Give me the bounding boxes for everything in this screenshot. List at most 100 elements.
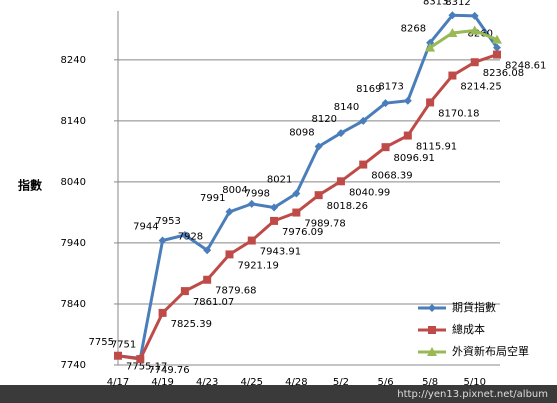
point	[270, 216, 279, 225]
data-label: 7944	[133, 221, 158, 232]
point	[447, 27, 458, 37]
point	[492, 34, 502, 44]
point	[180, 287, 189, 296]
point	[180, 230, 189, 239]
data-label: 7861.07	[193, 297, 234, 308]
point	[247, 199, 256, 208]
series-line	[429, 28, 498, 49]
legend-label: 外資新布局空單	[452, 344, 529, 358]
point	[426, 98, 435, 107]
point	[381, 99, 390, 108]
data-label: 8021	[267, 174, 292, 185]
point	[493, 43, 501, 52]
point	[314, 142, 323, 151]
point	[203, 246, 212, 255]
x-tick-label: 5/2	[333, 377, 349, 388]
point	[470, 58, 479, 67]
data-label: 8068.39	[371, 171, 412, 182]
data-label: 7825.39	[171, 319, 212, 330]
legend-label: 總成本	[452, 322, 485, 336]
point	[403, 131, 412, 140]
data-label: 8170.18	[438, 108, 479, 119]
data-label: 8173	[378, 82, 403, 93]
point	[225, 250, 234, 259]
point	[428, 326, 436, 334]
x-tick-label: 4/28	[285, 377, 307, 388]
point	[336, 177, 345, 186]
point	[336, 129, 345, 138]
x-tick-label: 5/10	[463, 377, 485, 388]
point	[203, 275, 212, 284]
x-tick-label: 4/25	[241, 377, 263, 388]
y-tick-label: 7740	[61, 360, 86, 371]
point	[114, 351, 122, 360]
y-tick-label: 8240	[61, 55, 86, 66]
y-tick-label: 8140	[61, 116, 86, 127]
data-label: 7879.68	[215, 286, 256, 297]
data-label: 7976.09	[282, 227, 323, 238]
data-label: 8268	[401, 24, 426, 35]
point	[359, 160, 368, 169]
data-label: 8004	[222, 185, 247, 196]
data-label: 7928	[178, 231, 203, 242]
data-label: 7751	[111, 339, 136, 350]
point	[448, 71, 457, 80]
data-label: 8214.25	[460, 82, 501, 93]
data-label: 7921.19	[237, 260, 278, 271]
point	[403, 96, 412, 105]
data-label: 8120	[311, 114, 336, 125]
data-label: 7755.17	[126, 362, 167, 373]
series-line	[117, 13, 499, 360]
point	[158, 308, 167, 317]
point	[470, 11, 479, 20]
point	[428, 304, 436, 312]
point	[381, 143, 390, 152]
y-tick-label: 7840	[61, 299, 86, 310]
point	[314, 191, 323, 200]
point	[493, 50, 501, 59]
data-label: 7998	[245, 189, 270, 200]
point	[136, 355, 145, 364]
data-label: 7989.78	[304, 219, 345, 230]
point	[425, 42, 436, 52]
data-label: 7749.76	[148, 365, 189, 376]
point	[292, 189, 301, 198]
x-tick-label: 5/8	[422, 377, 438, 388]
data-label: 8140	[334, 102, 359, 113]
y-axis-label: 指數	[18, 178, 42, 193]
data-label: 8018.26	[327, 201, 368, 212]
series-line	[117, 53, 498, 361]
point	[359, 116, 368, 125]
y-tick-label: 7940	[61, 238, 86, 249]
watermark: http://yen13.pixnet.net/album	[397, 389, 548, 400]
x-tick-label: 5/6	[377, 377, 393, 388]
y-tick-label: 8040	[61, 177, 86, 188]
data-label: 8098	[289, 127, 314, 138]
legend-label: 期貨指數	[452, 300, 496, 314]
x-tick-label: 4/19	[151, 377, 173, 388]
data-label: 8040.99	[349, 187, 390, 198]
data-label: 8248.61	[505, 61, 546, 72]
x-tick-label: 4/17	[107, 377, 129, 388]
point	[448, 11, 457, 20]
data-label: 8313	[423, 0, 448, 7]
data-label: 8096.91	[394, 153, 435, 164]
point	[225, 207, 234, 216]
data-label: 7755	[89, 337, 114, 348]
x-tick-label: 4/23	[196, 377, 218, 388]
point	[247, 236, 256, 245]
point	[469, 25, 480, 35]
data-label: 8115.91	[416, 142, 457, 153]
data-label: 7953	[155, 216, 180, 227]
point	[427, 347, 437, 356]
data-label: 8312	[445, 0, 470, 8]
data-label: 8236.08	[483, 68, 524, 79]
data-label: 7943.91	[260, 247, 301, 258]
point	[158, 236, 167, 245]
point	[270, 203, 279, 212]
point	[292, 208, 301, 217]
watermark-bar	[0, 385, 557, 403]
data-label: 8169	[356, 84, 381, 95]
data-label: 7991	[200, 193, 225, 204]
